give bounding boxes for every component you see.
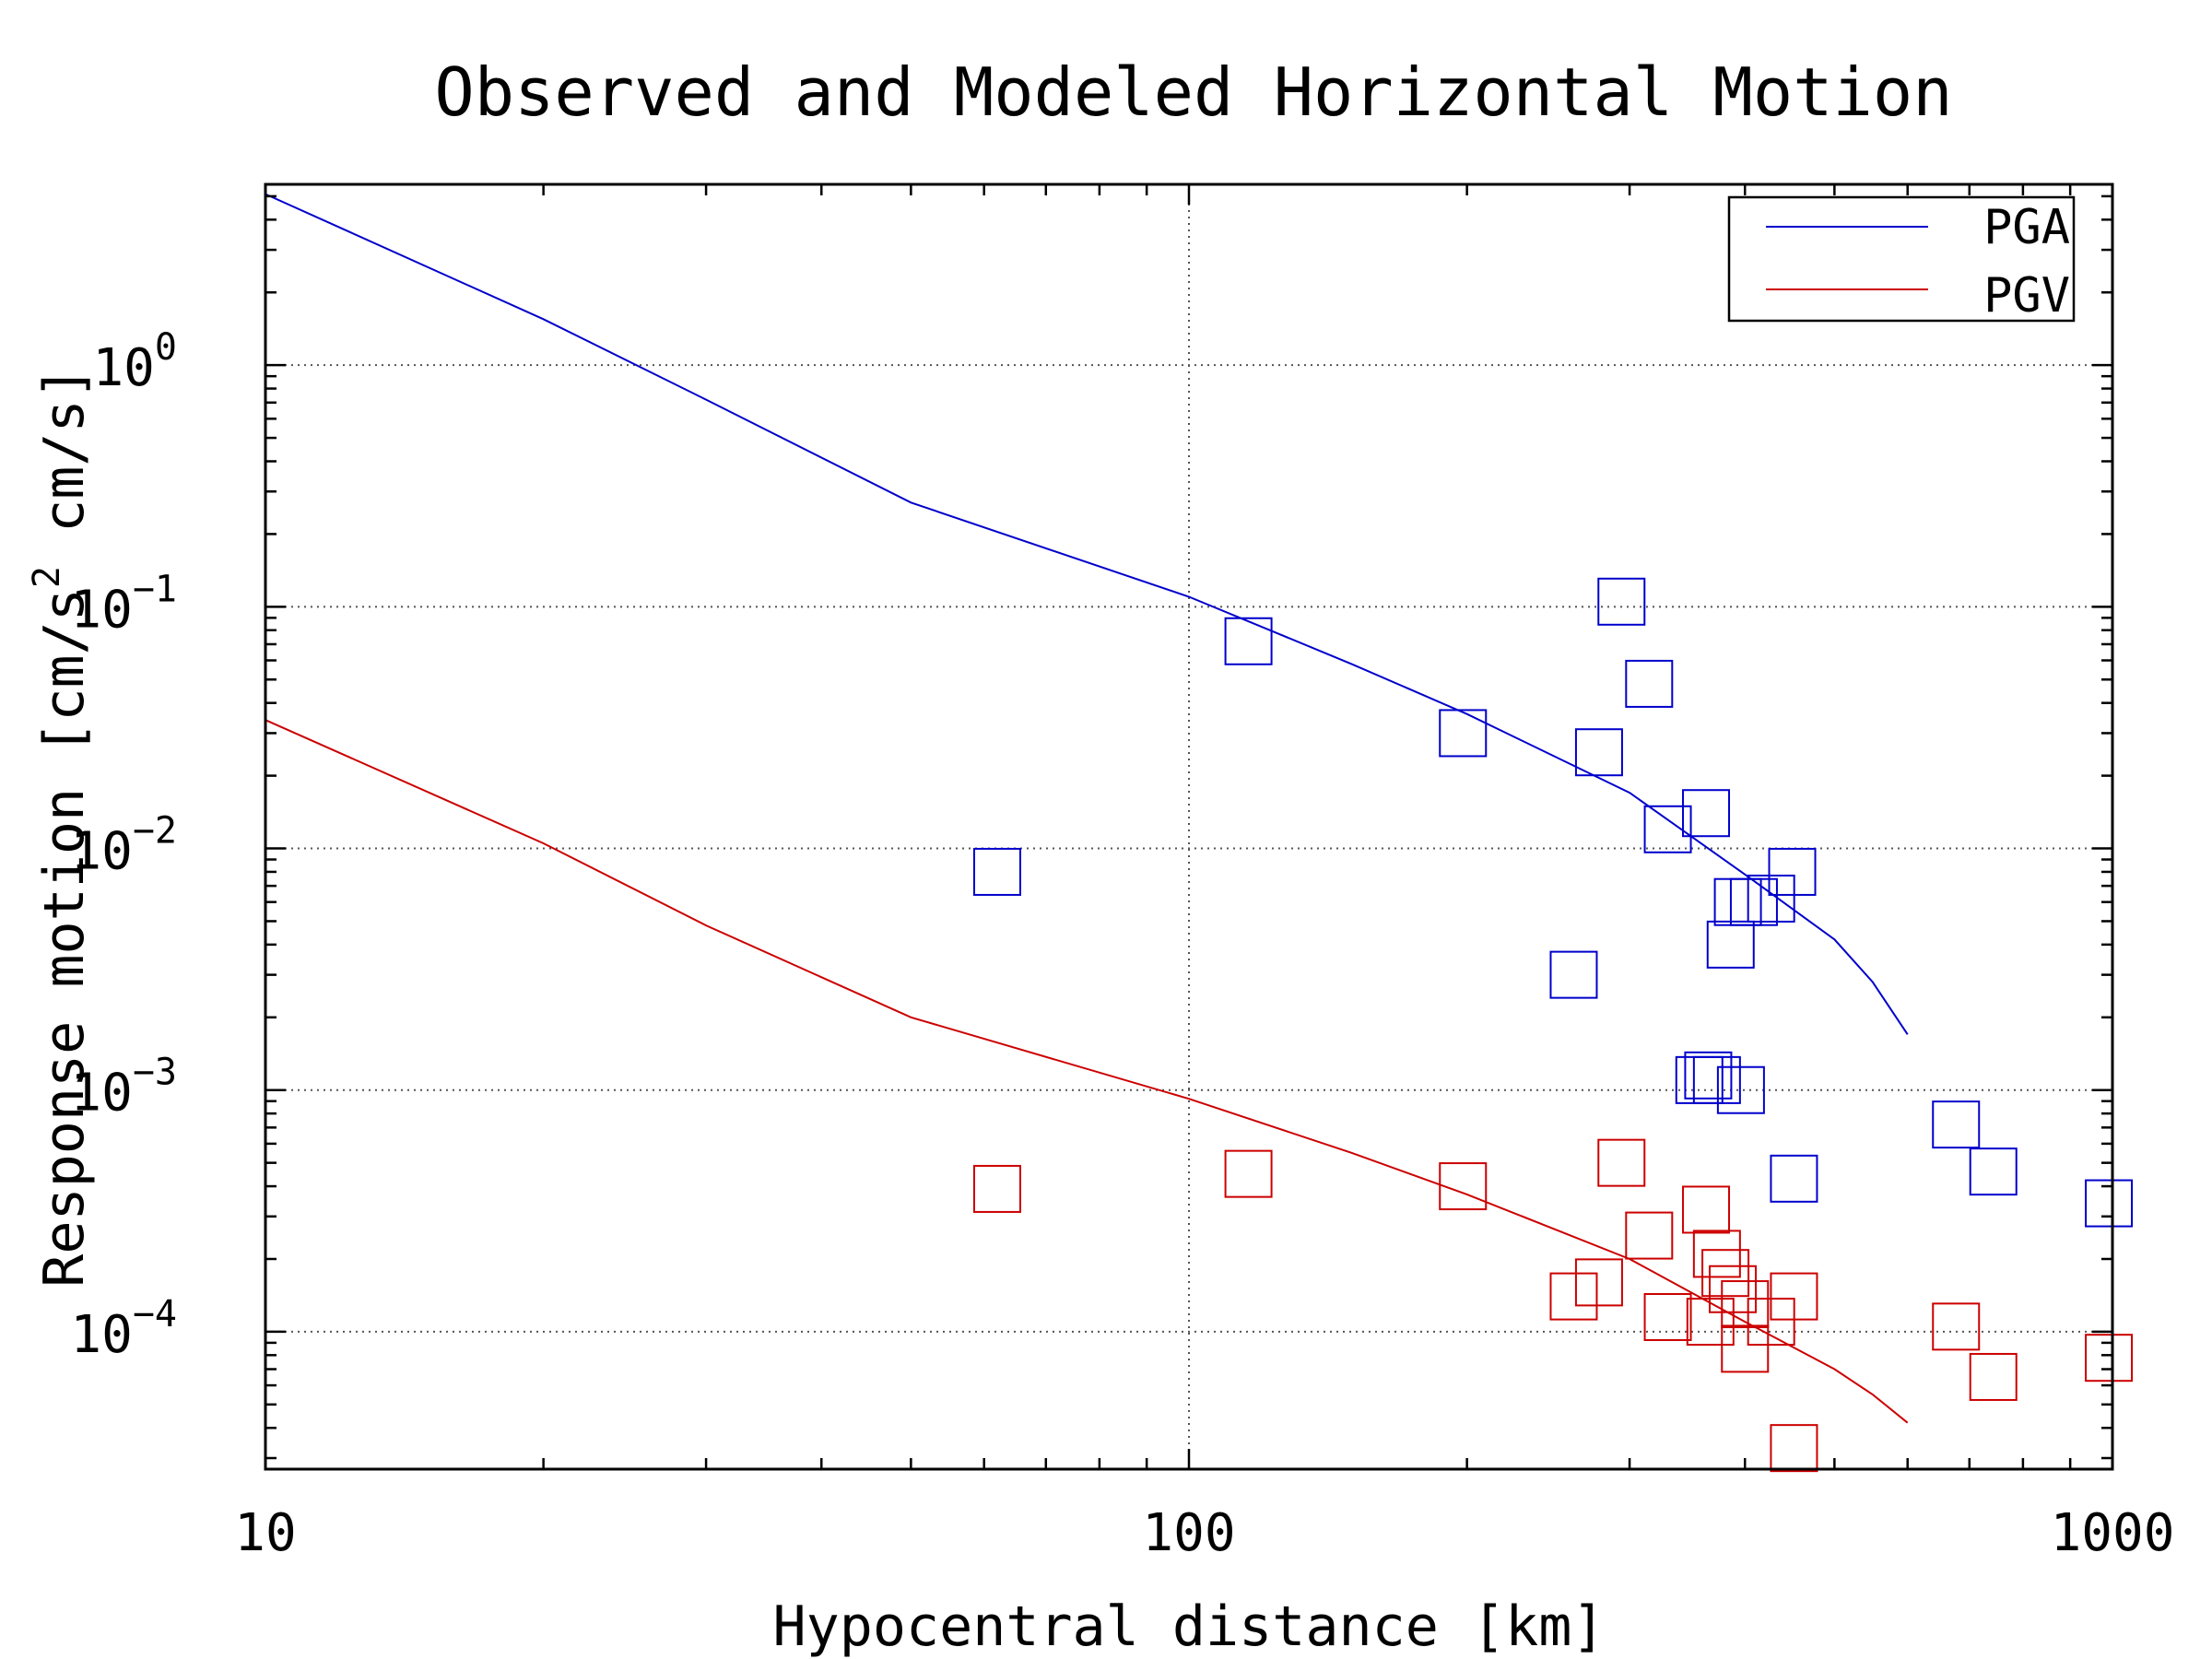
y-tick-label-exp: −2 xyxy=(133,810,177,853)
pga-observed-point xyxy=(1932,1100,1981,1149)
pga-observed-point xyxy=(1713,877,1762,926)
pgv-observed-point xyxy=(1224,1149,1273,1198)
pgv-observed-point xyxy=(1770,1272,1818,1321)
x-tick-labels: 10 100 1000 xyxy=(234,1503,2174,1563)
pga-observed-point xyxy=(1747,874,1795,923)
grid-lines xyxy=(265,184,2112,1469)
pga-observed-point xyxy=(1969,1147,2018,1196)
legend-pgv-label: PGV xyxy=(1983,268,2070,324)
pgv-observed-point xyxy=(1770,1424,1818,1473)
y-tick-label-base: 10 xyxy=(70,580,132,640)
y-tick-label-base: 10 xyxy=(70,822,132,882)
pgv-observed-point xyxy=(1969,1352,2018,1401)
pga-observed-point xyxy=(1549,950,1598,999)
x-tick-label: 1000 xyxy=(2051,1503,2175,1563)
pgv-observed-point xyxy=(1721,1280,1770,1329)
y-axis-label-suffix: cm/s] xyxy=(32,366,97,566)
pga-observed-point xyxy=(1675,1055,1724,1104)
y-tick-label-base: 10 xyxy=(92,338,154,398)
pgv-observed-point xyxy=(1574,1258,1623,1307)
pgv-observed-point xyxy=(1709,1265,1758,1313)
series-pga xyxy=(265,193,2134,1228)
pgv-observed-point xyxy=(1692,1230,1741,1278)
x-axis-label: Hypocentral distance [km] xyxy=(772,1594,1605,1659)
legend: PGA PGV xyxy=(1727,195,2076,324)
pga-observed-point xyxy=(1643,805,1692,853)
chart-title: Observed and Modeled Horizontal Motion xyxy=(434,53,1952,131)
y-tick-label: 10−1 xyxy=(70,568,177,640)
pga-observed-point xyxy=(1574,728,1623,777)
legend-pga-label: PGA xyxy=(1983,200,2070,255)
pga-observed-point xyxy=(1768,847,1817,896)
x-tick-label: 10 xyxy=(234,1503,296,1563)
pgv-observed-point xyxy=(1932,1302,1981,1351)
plot-series xyxy=(265,193,2134,1473)
pgv-observed-point xyxy=(972,1164,1021,1213)
y-tick-label: 100 xyxy=(92,326,177,398)
y-axis-label-sup: 2 xyxy=(26,566,68,588)
y-tick-label-base: 10 xyxy=(70,1305,132,1365)
series-pgv xyxy=(265,719,2134,1473)
pga-observed-point xyxy=(1729,877,1778,926)
pgv-observed-point xyxy=(1701,1249,1750,1298)
y-tick-label-exp: −1 xyxy=(133,568,177,610)
axis-ticks xyxy=(264,184,2112,1469)
pgv-observed-point xyxy=(1439,1162,1488,1211)
y-tick-label-base: 10 xyxy=(70,1064,132,1124)
y-tick-label-exp: −3 xyxy=(133,1052,177,1094)
pga-observed-point xyxy=(1597,577,1646,626)
pga-observed-point xyxy=(972,847,1021,896)
y-axis-label: Response motion [cm/s2 cm/s] xyxy=(26,366,97,1287)
pgv-observed-point xyxy=(1682,1185,1731,1234)
y-tick-label-exp: 0 xyxy=(155,326,177,369)
pgv-observed-point xyxy=(1625,1211,1674,1260)
y-tick-label-exp: −4 xyxy=(133,1293,177,1335)
pgv-observed-point xyxy=(2085,1334,2134,1382)
pgv-model-line xyxy=(265,719,1909,1424)
pgv-observed-point xyxy=(1549,1272,1598,1321)
y-tick-label: 10−2 xyxy=(70,810,177,882)
y-tick-label: 10−3 xyxy=(70,1052,177,1124)
pga-observed-point xyxy=(1625,659,1674,708)
pga-observed-point xyxy=(1716,1065,1765,1114)
pga-model-line xyxy=(265,193,1909,1035)
pga-observed-point xyxy=(1770,1154,1818,1203)
pgv-observed-point xyxy=(1643,1292,1692,1341)
x-tick-label: 100 xyxy=(1142,1503,1235,1563)
y-axis-label-prefix: Response motion [cm/s xyxy=(32,588,97,1288)
pga-observed-point xyxy=(1439,709,1488,758)
pga-observed-point xyxy=(1224,617,1273,665)
legend-box xyxy=(1727,195,2076,323)
pga-observed-point xyxy=(1684,1051,1733,1100)
pga-observed-point xyxy=(1692,1055,1741,1104)
pga-observed-point xyxy=(1682,789,1731,838)
pga-observed-point xyxy=(2085,1179,2134,1228)
pgv-observed-point xyxy=(1721,1324,1770,1373)
pga-observed-point xyxy=(1706,920,1755,969)
pgv-observed-point xyxy=(1597,1138,1646,1187)
y-tick-label: 10−4 xyxy=(70,1293,177,1365)
